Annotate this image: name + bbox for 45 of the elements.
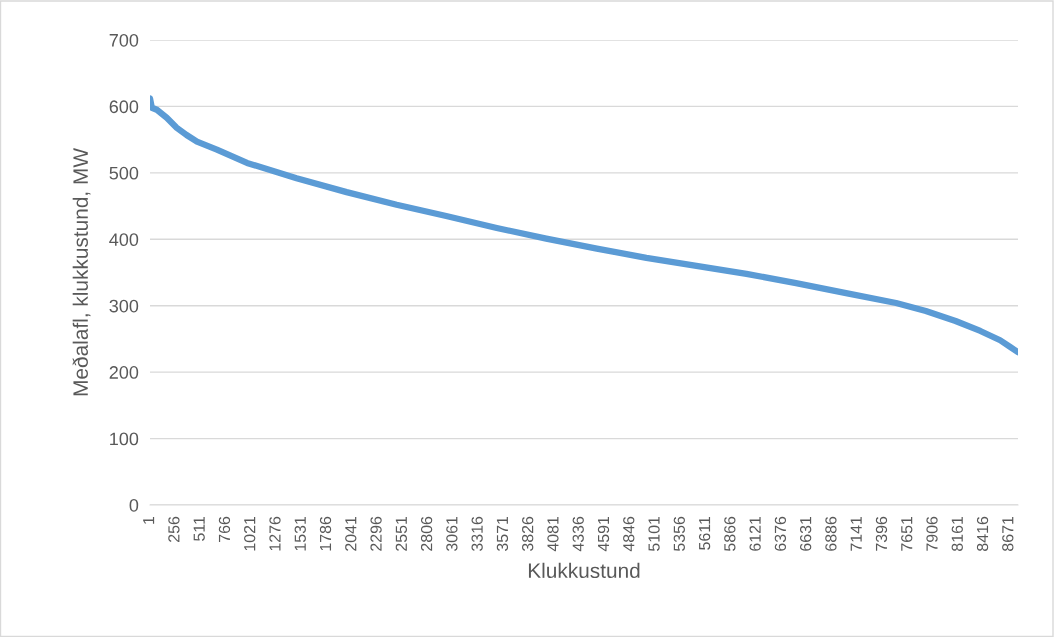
x-tick-label: 256 (168, 516, 180, 542)
y-tick-label: 0 (129, 498, 139, 512)
x-tick-label: 4591 (597, 516, 610, 552)
x-tick-label: 5356 (673, 516, 685, 551)
y-tick-label: 700 (109, 33, 139, 47)
x-tick-label: 4081 (547, 516, 559, 552)
x-tick-label: 4846 (623, 516, 635, 552)
x-tick-label: 3571 (496, 516, 509, 552)
y-axis-title: Meðalafl, klukkustund, MW (72, 148, 91, 396)
x-tick-label: 1786 (319, 516, 332, 551)
x-tick-label: 3826 (522, 516, 534, 552)
x-tick-label: 8161 (951, 516, 963, 551)
x-tick-label: 2551 (395, 516, 407, 551)
x-tick-label: 6886 (825, 516, 837, 551)
y-tick-label: 400 (109, 233, 139, 247)
x-tick-label: 1 (143, 516, 155, 524)
x-tick-label: 2806 (420, 516, 433, 551)
x-tick-label: 6631 (800, 516, 812, 551)
x-tick-label: 6121 (749, 516, 761, 551)
x-tick-label: 1021 (244, 516, 256, 551)
x-tick-label: 5101 (648, 516, 660, 551)
x-tick-label: 766 (218, 516, 231, 542)
x-tick-label: 5866 (724, 516, 736, 551)
x-tick-label: 8416 (976, 516, 989, 551)
x-tick-label: 7651 (901, 516, 913, 551)
y-tick-label: 500 (109, 166, 139, 180)
x-tick-label: 5611 (698, 516, 711, 550)
x-tick-label: 2041 (345, 516, 357, 551)
y-tick-label: 200 (109, 366, 139, 379)
x-tick-label: 7141 (850, 516, 862, 551)
x-tick-label: 7906 (926, 516, 938, 551)
x-tick-label: 2296 (370, 516, 382, 551)
x-tick-label: 6376 (774, 516, 787, 551)
y-tick-label: 100 (110, 432, 139, 446)
y-tick-label: 300 (109, 299, 139, 313)
x-tick-label: 1531 (294, 516, 306, 551)
x-tick-label: 7396 (875, 516, 888, 551)
x-tick-label: 8671 (1002, 516, 1014, 551)
x-tick-label: 3316 (471, 516, 483, 552)
x-tick-label: 1276 (269, 516, 281, 551)
x-tick-label: 3061 (446, 516, 458, 552)
y-tick-label: 600 (109, 100, 139, 114)
x-axis-title: Klukkustund (528, 562, 640, 579)
x-tick-label: 511 (193, 516, 205, 541)
x-tick-label: 4336 (572, 516, 584, 552)
